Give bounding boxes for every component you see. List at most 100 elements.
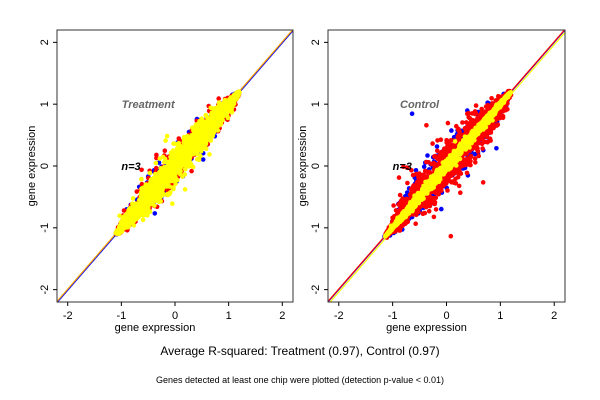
data-point	[186, 163, 192, 168]
data-point	[214, 105, 219, 111]
data-point	[177, 165, 183, 171]
x-axis-label: gene expression	[115, 322, 196, 334]
data-point	[147, 170, 153, 176]
data-point	[164, 133, 170, 139]
data-point	[207, 152, 212, 157]
data-point	[190, 147, 196, 153]
x-tick-label: -2	[63, 310, 73, 322]
data-point	[182, 167, 188, 172]
data-point	[180, 150, 186, 156]
data-point	[182, 187, 188, 192]
data-point	[180, 174, 185, 179]
data-point	[422, 210, 428, 216]
x-tick-label: -1	[116, 310, 126, 322]
data-point	[434, 144, 440, 149]
data-point	[465, 122, 471, 128]
data-point	[472, 156, 478, 161]
data-point	[215, 128, 221, 133]
data-point	[149, 199, 154, 205]
data-point	[162, 148, 168, 153]
y-tick-label: -2	[39, 285, 51, 295]
data-point	[177, 155, 183, 160]
data-point	[153, 165, 159, 171]
data-point	[198, 153, 203, 159]
data-point	[197, 142, 202, 147]
x-tick-label: 0	[172, 310, 178, 322]
data-point	[475, 141, 480, 147]
data-point	[166, 162, 171, 168]
data-point	[432, 195, 437, 201]
series-replicate-3	[113, 89, 242, 237]
data-point	[451, 134, 457, 140]
data-point	[207, 132, 212, 137]
y-tick-label: -1	[39, 223, 51, 233]
data-point	[141, 185, 146, 190]
data-point	[221, 101, 226, 106]
data-point	[155, 189, 161, 194]
data-point	[219, 109, 225, 115]
data-point	[151, 192, 157, 197]
data-point	[161, 192, 167, 197]
data-point	[196, 132, 202, 138]
data-point	[139, 181, 145, 187]
data-point	[479, 106, 485, 112]
data-point	[473, 103, 479, 108]
data-point	[127, 210, 132, 216]
data-point	[230, 98, 235, 104]
data-point	[186, 149, 192, 155]
data-point	[211, 125, 216, 130]
data-point	[187, 141, 193, 147]
data-point	[154, 198, 159, 203]
data-point	[445, 120, 451, 126]
data-point	[173, 151, 178, 157]
data-point	[127, 220, 133, 226]
data-point	[152, 211, 158, 216]
data-point	[191, 141, 197, 147]
data-point	[217, 102, 223, 108]
data-point	[220, 113, 226, 119]
data-point	[196, 157, 202, 162]
data-point	[460, 120, 465, 125]
data-point	[117, 213, 122, 218]
data-point	[154, 152, 159, 158]
data-point	[173, 181, 178, 186]
data-point	[464, 170, 470, 176]
data-point	[171, 173, 176, 179]
y-tick-label: 2	[39, 39, 51, 45]
data-point	[216, 96, 221, 101]
data-point	[445, 188, 450, 193]
data-point	[167, 168, 172, 174]
data-point	[224, 104, 229, 110]
data-point	[140, 199, 145, 204]
data-point	[130, 212, 136, 218]
data-point	[179, 144, 185, 149]
data-point	[217, 117, 222, 123]
data-point	[472, 151, 478, 157]
data-point	[449, 128, 454, 133]
data-point	[145, 182, 151, 188]
data-point	[157, 156, 163, 161]
data-point	[143, 197, 149, 203]
data-point	[147, 209, 153, 215]
data-point	[130, 196, 136, 201]
data-point	[391, 203, 396, 208]
data-point	[208, 105, 214, 111]
data-point	[136, 214, 142, 219]
y-tick-label: 0	[39, 163, 51, 169]
data-point	[176, 136, 182, 141]
data-point	[433, 207, 439, 212]
data-point	[126, 214, 132, 220]
data-point	[159, 172, 165, 177]
data-point	[187, 135, 193, 141]
data-point	[167, 190, 173, 195]
data-point	[197, 128, 203, 133]
data-point	[191, 126, 196, 131]
data-point	[155, 181, 160, 187]
data-point	[480, 146, 485, 151]
data-point	[141, 207, 147, 213]
y-axis-label: gene expression	[26, 126, 38, 207]
plot-area	[57, 30, 293, 302]
data-point	[134, 189, 140, 194]
